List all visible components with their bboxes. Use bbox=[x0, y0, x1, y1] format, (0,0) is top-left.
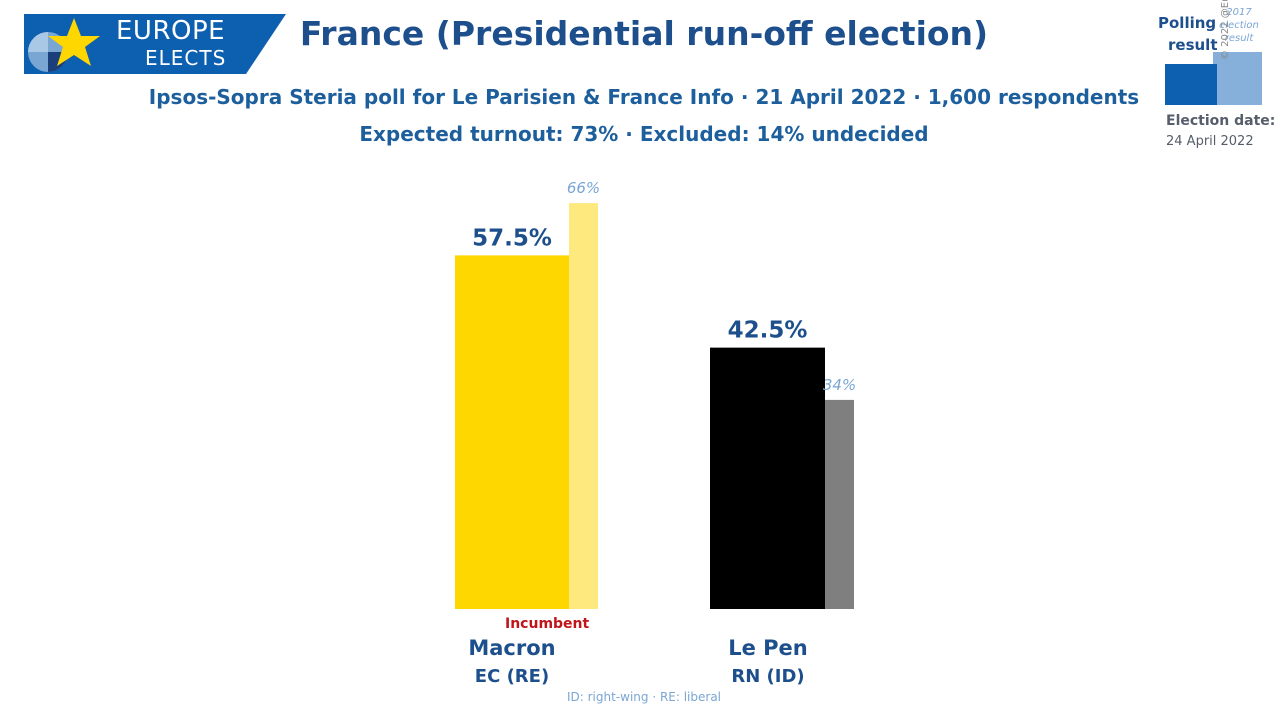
bar-poll-macron bbox=[455, 255, 569, 609]
europe-elects-logo bbox=[24, 14, 286, 74]
party-label: RN (ID) bbox=[731, 666, 804, 687]
legend-prev-line2: election bbox=[1219, 20, 1259, 31]
bar-2017-macron bbox=[569, 203, 598, 609]
legend-polling-label-2: result bbox=[1168, 36, 1218, 54]
logo-text-elects: ELECTS bbox=[145, 46, 227, 70]
data-label-poll: 42.5% bbox=[728, 318, 808, 344]
legend-prev-line1: 2017 bbox=[1226, 7, 1252, 18]
data-label-2017: 34% bbox=[823, 376, 856, 394]
legend-prev-line3: result bbox=[1224, 33, 1254, 44]
legend-polling-label: Polling bbox=[1158, 14, 1217, 32]
election-date-value: 24 April 2022 bbox=[1166, 134, 1254, 149]
data-label-2017: 66% bbox=[567, 179, 600, 197]
legend-previous-label: 2017 election result bbox=[1216, 6, 1262, 45]
legend-previous-swatch bbox=[1213, 52, 1262, 105]
incumbent-label: Incumbent bbox=[505, 616, 590, 632]
election-date-label: Election date: bbox=[1166, 113, 1276, 129]
bar-2017-le-pen bbox=[825, 399, 854, 609]
bar-poll-le-pen bbox=[710, 347, 825, 609]
chart-subtitle-turnout: Expected turnout: 73% · Excluded: 14% un… bbox=[359, 122, 929, 146]
chart-title: France (Presidential run-off election) bbox=[299, 14, 989, 53]
category-label: Macron bbox=[468, 636, 555, 660]
chart-subtitle: Ipsos-Sopra Steria poll for Le Parisien … bbox=[148, 85, 1140, 109]
footnote: ID: right-wing · RE: liberal bbox=[566, 690, 722, 704]
logo-text-europe: EUROPE bbox=[116, 16, 226, 46]
data-label-poll: 57.5% bbox=[472, 225, 552, 251]
legend-polling-swatch bbox=[1165, 64, 1217, 105]
party-label: EC (RE) bbox=[475, 666, 549, 687]
category-label: Le Pen bbox=[728, 636, 808, 660]
